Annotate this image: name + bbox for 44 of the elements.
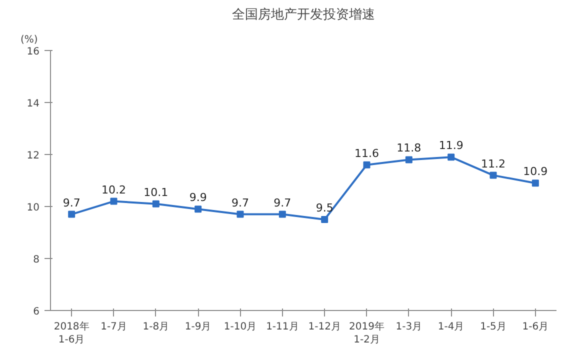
point bbox=[363, 161, 370, 168]
data-label: 9.7 bbox=[274, 196, 292, 210]
x-tick-label: 1-10月 bbox=[224, 322, 257, 332]
x-tick-label: 2019年 1-2月 bbox=[349, 320, 384, 346]
point bbox=[490, 172, 497, 179]
point bbox=[110, 198, 118, 205]
y-tick-label: 12 bbox=[26, 150, 40, 162]
x-tick-label: 1-9月 bbox=[184, 322, 212, 332]
x-tick-label: 1-11月 bbox=[266, 322, 299, 332]
point bbox=[194, 206, 202, 213]
x-tick-label: 2018年 1-6月 bbox=[54, 320, 90, 346]
point bbox=[236, 210, 244, 218]
data-label: 9.5 bbox=[316, 202, 334, 214]
point bbox=[405, 156, 412, 164]
x-tick-label: 1-5月 bbox=[480, 322, 506, 332]
y-tick-label: 8 bbox=[33, 254, 40, 266]
data-label: 11.9 bbox=[438, 139, 464, 152]
y-tick-label: 10 bbox=[26, 202, 40, 214]
x-tick-label: 1-4月 bbox=[438, 322, 464, 332]
x-tick-label: 1-8月 bbox=[142, 322, 170, 332]
x-tick-label: 1-6月 bbox=[522, 322, 549, 332]
x-tick-label: 1-3月 bbox=[396, 322, 422, 332]
y-tick-label: 6 bbox=[33, 306, 40, 318]
data-label: 9.9 bbox=[189, 191, 207, 204]
data-label: 11.8 bbox=[396, 142, 422, 155]
x-tick-label: 1-7月 bbox=[100, 322, 127, 332]
point bbox=[532, 180, 539, 187]
point bbox=[321, 216, 328, 223]
point bbox=[152, 200, 160, 208]
data-label: 9.7 bbox=[232, 196, 250, 210]
data-label: 10.1 bbox=[144, 186, 168, 199]
y-axis-title: (%) bbox=[20, 34, 38, 46]
point bbox=[278, 210, 286, 218]
data-label: 10.9 bbox=[523, 165, 548, 178]
x-tick-label: 1-12月 bbox=[308, 322, 341, 332]
data-label: 9.7 bbox=[62, 196, 80, 210]
data-label: 11.2 bbox=[481, 157, 506, 170]
y-tick-label: 16 bbox=[26, 46, 40, 58]
point bbox=[448, 154, 455, 161]
chart-title: 全国房地产开发投资增速 bbox=[232, 6, 375, 22]
y-tick-label: 14 bbox=[26, 98, 40, 110]
data-label: 10.2 bbox=[102, 183, 126, 196]
data-label: 11.6 bbox=[354, 146, 380, 160]
point bbox=[68, 210, 76, 218]
